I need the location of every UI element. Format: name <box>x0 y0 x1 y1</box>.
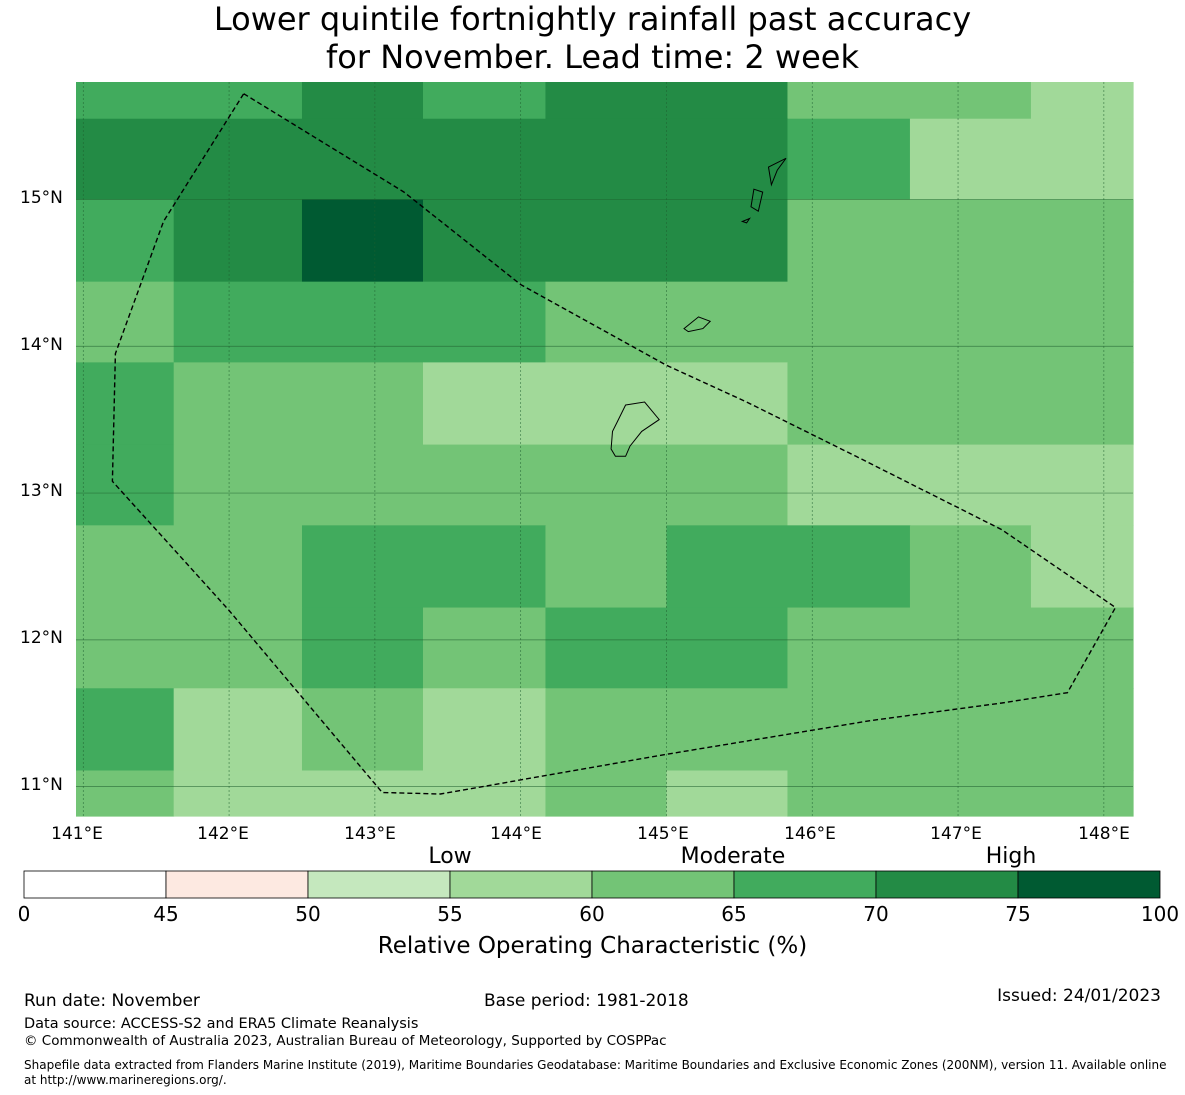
roc-cell <box>76 281 175 363</box>
roc-cell <box>787 770 1134 817</box>
colorbar-tick: 75 <box>1005 902 1031 926</box>
roc-cell <box>76 525 303 609</box>
roc-cell <box>666 525 911 609</box>
lon-label-148e: 148°E <box>1078 824 1130 844</box>
lat-label-14n: 14°N <box>20 335 63 355</box>
island-outline <box>683 316 712 333</box>
roc-cell <box>173 770 547 817</box>
roc-cell <box>422 688 547 772</box>
lat-label-12n: 12°N <box>20 628 63 648</box>
title-line-1: Lower quintile fortnightly rainfall past… <box>213 0 972 38</box>
colorbar-bin <box>733 870 877 899</box>
roc-cell <box>787 118 911 201</box>
island-outline <box>767 157 787 187</box>
roc-cell <box>76 607 303 689</box>
roc-cell <box>76 362 175 446</box>
run-date: Run date: November <box>24 991 200 1011</box>
roc-cell <box>787 82 1032 120</box>
roc-cell <box>422 199 789 283</box>
roc-cell <box>173 199 303 283</box>
roc-cell <box>787 444 1134 526</box>
lon-label-145e: 145°E <box>637 824 689 844</box>
roc-cell <box>301 688 424 772</box>
lat-label-15n: 15°N <box>20 188 63 208</box>
colorbar-bin <box>1017 870 1161 899</box>
roc-cell <box>909 118 1134 201</box>
data-source: Data source: ACCESS-S2 and ERA5 Climate … <box>24 1016 419 1032</box>
category-moderate: Moderate <box>680 844 786 869</box>
roc-cell <box>787 362 1134 446</box>
eez-boundary <box>111 93 1117 795</box>
copyright: © Commonwealth of Australia 2023, Austra… <box>24 1033 667 1049</box>
islands <box>610 157 787 457</box>
colorbar-tick: 100 <box>1140 902 1180 926</box>
roc-cell <box>173 362 424 446</box>
island-outline <box>610 401 660 457</box>
colorbar-tick: 60 <box>579 902 605 926</box>
roc-cell <box>76 199 175 283</box>
roc-cell <box>76 770 175 817</box>
roc-cell <box>422 607 547 689</box>
roc-cell <box>545 281 1134 363</box>
lon-label-146e: 146°E <box>784 824 836 844</box>
roc-cell <box>173 444 789 526</box>
colorbar-bin <box>307 870 451 899</box>
lon-label-143e: 143°E <box>344 824 396 844</box>
rainfall-accuracy-map <box>76 82 1134 817</box>
roc-cell <box>909 525 1032 609</box>
issued-date: Issued: 24/01/2023 <box>997 986 1161 1006</box>
map-title: Lower quintile fortnightly rainfall past… <box>0 0 1185 76</box>
roc-cell <box>422 362 789 446</box>
roc-cell <box>301 607 424 689</box>
colorbar-bin <box>449 870 593 899</box>
base-period: Base period: 1981-2018 <box>484 991 689 1011</box>
roc-cell <box>545 688 1134 772</box>
roc-cell <box>1030 525 1134 609</box>
lon-label-144e: 144°E <box>490 824 542 844</box>
colorbar-tick: 70 <box>863 902 889 926</box>
roc-grid-cells <box>76 82 1134 817</box>
roc-cell <box>545 525 668 609</box>
roc-cell <box>173 281 547 363</box>
colorbar-bin <box>875 870 1019 899</box>
colorbar-tick: 55 <box>437 902 463 926</box>
category-high: High <box>985 844 1037 869</box>
lat-label-13n: 13°N <box>20 481 63 501</box>
colorbar-bin <box>165 870 309 899</box>
colorbar-bin <box>591 870 735 899</box>
roc-cell <box>545 82 789 120</box>
roc-cell <box>76 118 789 201</box>
graticule <box>76 82 1133 816</box>
roc-cell <box>76 82 303 120</box>
roc-cell <box>545 770 668 817</box>
colorbar-tick: 65 <box>721 902 747 926</box>
title-line-2: for November. Lead time: 2 week <box>326 38 859 76</box>
colorbar-bin <box>23 870 167 899</box>
colorbar-tick: 0 <box>17 902 31 926</box>
colorbar-tick: 50 <box>295 902 321 926</box>
island-outline <box>740 217 751 224</box>
roc-cell <box>666 770 789 817</box>
shapefile-note: Shapefile data extracted from Flanders M… <box>24 1058 1167 1087</box>
roc-cell <box>787 607 1134 689</box>
roc-cell <box>422 82 547 120</box>
roc-cell <box>173 688 303 772</box>
roc-cell <box>76 444 175 526</box>
colorbar-label: Relative Operating Characteristic (%) <box>377 933 808 959</box>
roc-cell <box>787 199 1134 283</box>
roc-cell <box>301 199 424 283</box>
lon-label-142e: 142°E <box>197 824 249 844</box>
lat-label-11n: 11°N <box>20 775 63 795</box>
lon-label-141e: 141°E <box>51 824 103 844</box>
roc-cell <box>76 688 175 772</box>
colorbar-tick: 45 <box>153 902 179 926</box>
lon-label-147e: 147°E <box>930 824 982 844</box>
roc-cell <box>301 525 547 609</box>
category-low: Low <box>428 844 472 869</box>
roc-cell <box>1030 82 1134 120</box>
roc-cell <box>301 82 424 120</box>
island-outline <box>750 188 764 212</box>
colorbar <box>23 870 1161 899</box>
